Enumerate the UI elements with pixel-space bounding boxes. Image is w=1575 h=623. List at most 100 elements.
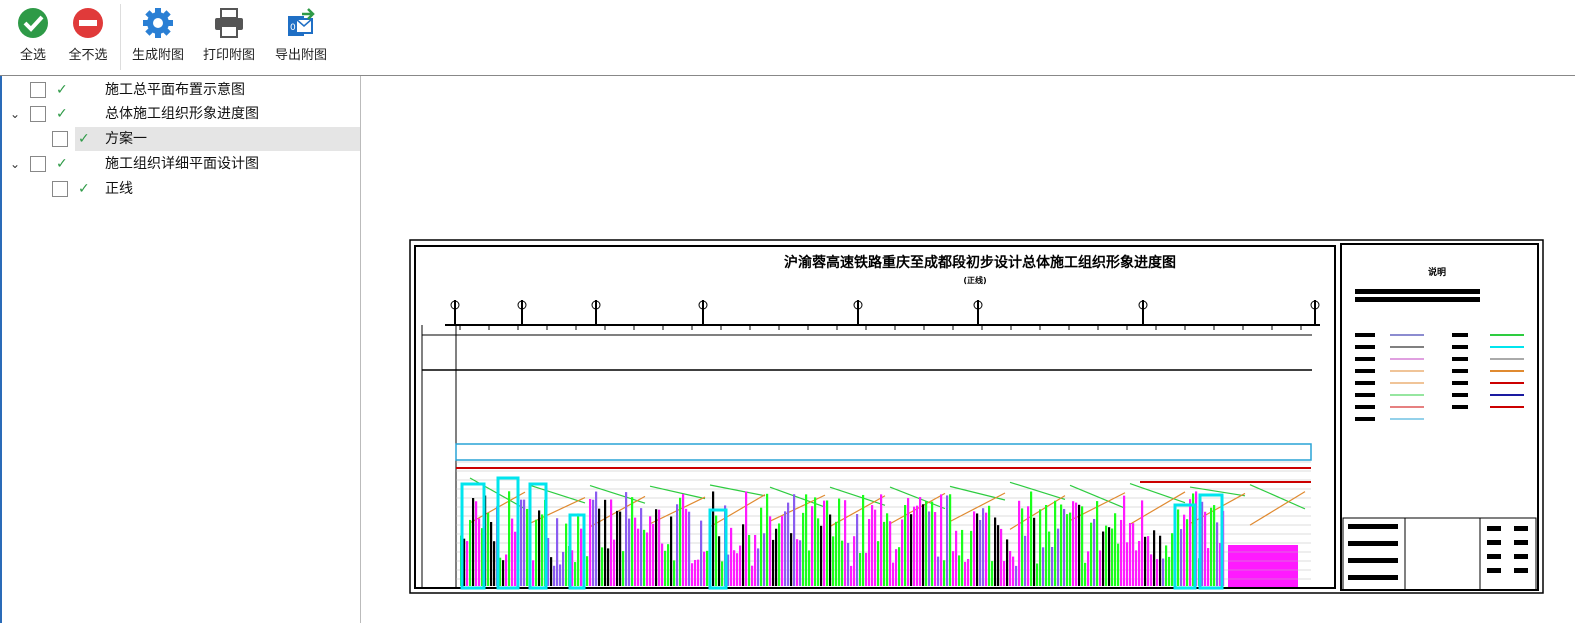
title-block-cell: [1348, 524, 1398, 529]
bar: [520, 499, 523, 586]
bar-frame: [460, 482, 486, 590]
bar: [841, 540, 844, 586]
bar: [1207, 548, 1210, 586]
export-button[interactable]: 0 导出附图: [268, 2, 334, 72]
bar: [1201, 501, 1204, 586]
checkbox[interactable]: [30, 156, 46, 172]
bar: [1123, 495, 1126, 586]
generate-button[interactable]: 生成附图: [126, 2, 190, 72]
bar: [892, 562, 895, 586]
bar: [667, 544, 670, 586]
legend-key: [1355, 333, 1375, 337]
bar: [868, 519, 871, 586]
bar: [1039, 509, 1042, 586]
checkbox[interactable]: [30, 106, 46, 122]
checkbox[interactable]: [30, 82, 46, 98]
tree-label: 方案一: [105, 131, 147, 147]
bar: [865, 552, 868, 586]
bar: [757, 548, 760, 586]
bar: [1210, 507, 1213, 586]
bar: [775, 528, 778, 586]
bar: [574, 562, 577, 586]
bar: [706, 550, 709, 586]
bar: [1006, 539, 1009, 586]
bar: [625, 492, 628, 586]
bar: [505, 554, 508, 586]
bar: [1060, 504, 1063, 586]
bar: [886, 513, 889, 586]
icon: [215, 8, 243, 38]
bar: [880, 494, 883, 586]
bar: [598, 508, 601, 586]
expander[interactable]: ⌄: [10, 107, 21, 121]
bar: [730, 527, 733, 586]
bar: [511, 518, 514, 586]
bar: [814, 497, 817, 586]
bar: [940, 494, 943, 586]
bar: [1015, 565, 1018, 586]
legend-key: [1452, 393, 1468, 397]
legend-key: [1452, 345, 1468, 349]
bar-frame: [568, 513, 586, 590]
bar: [571, 550, 574, 586]
bar: [958, 555, 961, 586]
bar: [733, 550, 736, 586]
bar: [1087, 551, 1090, 586]
progress-line: [1189, 486, 1246, 497]
tree-item-selected[interactable]: ✓ 方案一: [52, 127, 360, 151]
title-block-cell: [1487, 526, 1501, 531]
tree-item[interactable]: ✓ 正线: [2, 177, 360, 201]
deselect-all-button[interactable]: 全不选: [62, 2, 114, 72]
legend-title: 说明: [1428, 266, 1446, 278]
bar: [904, 505, 907, 586]
print-button[interactable]: 打印附图: [197, 2, 261, 72]
bar: [721, 561, 724, 586]
bar: [850, 565, 853, 586]
bar: [1051, 547, 1054, 586]
legend-key: [1452, 333, 1468, 337]
bar: [826, 500, 829, 586]
bar: [739, 545, 742, 586]
bar: [745, 491, 748, 586]
bar: [895, 549, 898, 586]
bar: [586, 556, 589, 586]
bar: [1003, 561, 1006, 586]
bar: [559, 564, 562, 586]
bar: [628, 518, 631, 586]
bar: [694, 559, 697, 586]
tree-item[interactable]: ⌄ ✓ 施工组织详细平面设计图: [2, 152, 360, 176]
legend-key: [1355, 417, 1375, 421]
bar: [937, 556, 940, 586]
bar: [772, 539, 775, 586]
tree-item[interactable]: ✓ 施工总平面布置示意图: [2, 78, 360, 102]
bar: [1012, 556, 1015, 586]
main-frame: [414, 245, 1336, 589]
bar: [931, 501, 934, 586]
bar: [1105, 525, 1108, 586]
bar: [1057, 528, 1060, 586]
bar: [811, 506, 814, 586]
bar: [1138, 540, 1141, 586]
tree-label: 施工组织详细平面设计图: [105, 156, 259, 172]
progress-line: [1069, 484, 1126, 509]
bar: [991, 561, 994, 586]
tree-item[interactable]: ⌄ ✓ 总体施工组织形象进度图: [2, 102, 360, 126]
select-all-button[interactable]: 全选: [8, 2, 58, 72]
bar: [877, 541, 880, 586]
bar: [1159, 535, 1162, 586]
bar: [472, 498, 475, 586]
drawing-title: 沪渝蓉高速铁路重庆至成都段初步设计总体施工组织形象进度图: [784, 254, 1176, 271]
bar: [1069, 512, 1072, 586]
bar: [1153, 530, 1156, 586]
bar: [682, 494, 685, 586]
bar: [946, 495, 949, 586]
checkbox[interactable]: [52, 181, 68, 197]
checkbox[interactable]: [52, 131, 68, 147]
bar: [760, 507, 763, 586]
bar: [1072, 501, 1075, 586]
block: [1228, 545, 1298, 587]
bar: [883, 521, 886, 586]
bar: [604, 499, 607, 586]
expander[interactable]: ⌄: [10, 157, 21, 171]
legend-key: [1355, 369, 1375, 373]
